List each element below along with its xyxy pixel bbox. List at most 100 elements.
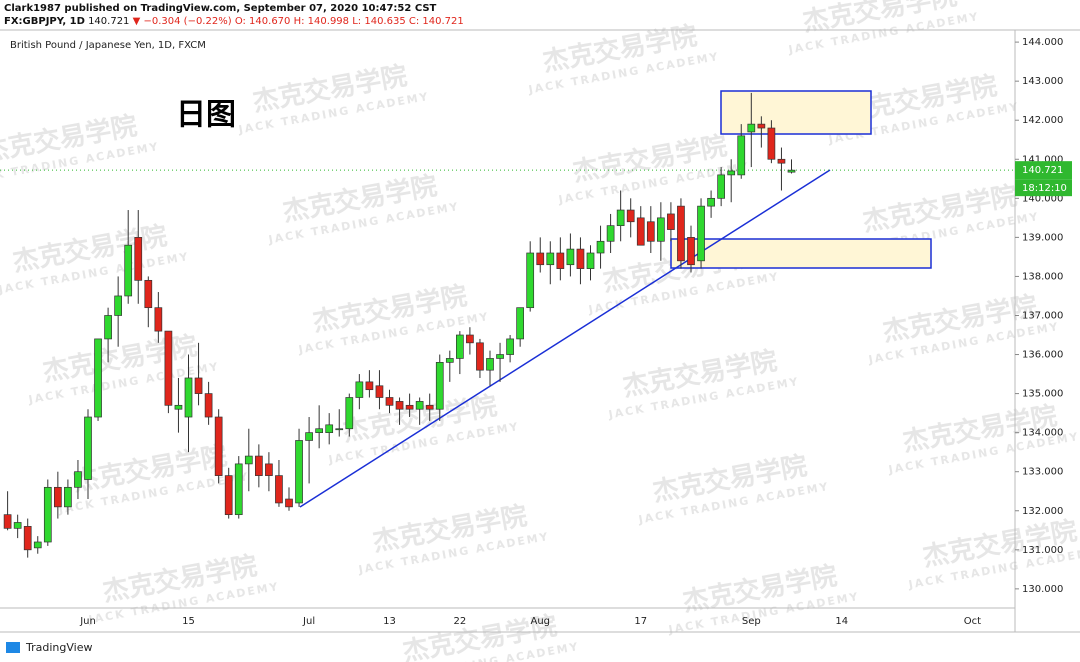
candle-body xyxy=(767,127,776,160)
candle-body xyxy=(174,404,183,410)
candle-body xyxy=(476,342,484,371)
candle-body xyxy=(707,197,715,207)
candle-body xyxy=(325,424,334,433)
candle-body xyxy=(124,244,133,297)
candle-body xyxy=(727,170,736,176)
last-price-label: 140.721 xyxy=(1022,165,1063,176)
candle-body xyxy=(64,486,72,508)
candle-body xyxy=(486,358,494,371)
y-tick-label: 134.000 xyxy=(1022,428,1063,439)
symbol: FX:GBPJPY, 1D xyxy=(4,16,85,27)
brand-logo xyxy=(6,642,20,653)
candle-body xyxy=(506,338,514,355)
candle-body xyxy=(275,475,283,504)
countdown-box xyxy=(1015,179,1072,197)
candle-body xyxy=(3,514,12,529)
y-tick-label: 142.000 xyxy=(1022,115,1063,126)
candle-body xyxy=(335,428,344,431)
candle-body xyxy=(456,334,464,359)
candle-body xyxy=(265,463,273,476)
candle-body xyxy=(556,252,565,269)
candle-body xyxy=(546,252,555,266)
candle-body xyxy=(516,307,525,340)
candle-body xyxy=(687,237,695,266)
candle-body xyxy=(667,213,675,230)
candle-body xyxy=(596,240,605,254)
candle-body xyxy=(697,205,705,262)
candle-body xyxy=(646,221,655,242)
candle-body xyxy=(224,475,233,516)
candle-body xyxy=(154,307,163,332)
x-tick-label: 17 xyxy=(634,616,647,627)
candle-body xyxy=(576,248,585,269)
published-line: Clark1987 published on TradingView.com, … xyxy=(4,3,437,14)
y-tick-label: 132.000 xyxy=(1022,506,1063,517)
candle-body xyxy=(255,455,263,476)
y-tick-label: 135.000 xyxy=(1022,389,1063,400)
candle-body xyxy=(295,440,303,504)
x-tick-label: 13 xyxy=(383,616,396,627)
brand: TradingView xyxy=(25,641,92,654)
y-tick-label: 137.000 xyxy=(1022,310,1063,321)
candle-body xyxy=(114,295,123,316)
candle-body xyxy=(636,217,645,246)
y-tick-label: 139.000 xyxy=(1022,232,1063,243)
candle-body xyxy=(717,174,726,199)
y-tick-label: 130.000 xyxy=(1022,584,1063,595)
candle-body xyxy=(677,205,685,262)
candle-body xyxy=(53,486,62,508)
candle-body xyxy=(566,248,575,266)
y-tick-label: 133.000 xyxy=(1022,467,1063,478)
annotation: 日图 xyxy=(176,98,236,133)
x-tick-label: Jun xyxy=(79,616,96,627)
candle-body xyxy=(365,381,374,391)
x-tick-label: Aug xyxy=(530,616,550,627)
countdown: 18:12:10 xyxy=(1022,183,1067,194)
y-tick-label: 136.000 xyxy=(1022,350,1063,361)
candle-body xyxy=(536,252,545,266)
candle-body xyxy=(315,428,323,433)
candle-body xyxy=(435,362,444,410)
candle-body xyxy=(425,404,434,410)
candle-body xyxy=(134,237,143,281)
candle-body xyxy=(345,397,354,430)
candle-body xyxy=(13,522,22,529)
candle-body xyxy=(586,252,595,269)
candle-body xyxy=(466,334,474,344)
candle-body xyxy=(355,381,364,398)
candle-body xyxy=(405,404,414,410)
candle-body xyxy=(104,315,112,340)
candle-body xyxy=(84,416,92,480)
last-price-box xyxy=(1015,161,1072,180)
candle-body xyxy=(787,169,796,173)
x-tick-label: Jul xyxy=(302,616,315,627)
candle-body xyxy=(777,158,786,164)
candle-body xyxy=(606,225,615,242)
candle-body xyxy=(43,486,52,543)
candle-body xyxy=(616,209,625,227)
candle-body xyxy=(626,209,635,223)
change: ▼ −0.304 (−0.22%) xyxy=(132,16,232,27)
candle-body xyxy=(496,354,504,359)
zone-box xyxy=(670,238,932,269)
y-tick-label: 131.000 xyxy=(1022,545,1063,556)
candle-body xyxy=(285,498,293,508)
x-tick-label: 14 xyxy=(835,616,848,627)
candle-body xyxy=(656,217,665,242)
candle-body xyxy=(94,338,102,418)
symbol-line: FX:GBPJPY, 1D 140.721 ▼ −0.304 (−0.22%) … xyxy=(4,16,464,27)
candle-body xyxy=(415,401,424,410)
candle-body xyxy=(214,416,223,476)
candle-body xyxy=(74,471,82,488)
y-tick-label: 141.000 xyxy=(1022,154,1063,165)
last: 140.721 xyxy=(88,16,130,27)
y-tick-label: 140.000 xyxy=(1022,193,1063,204)
candle-body xyxy=(234,463,243,516)
y-tick-label: 138.000 xyxy=(1022,271,1063,282)
x-tick-label: 15 xyxy=(182,616,195,627)
zone-box xyxy=(720,90,872,135)
candle-body xyxy=(526,252,535,309)
candle-body xyxy=(184,377,193,418)
